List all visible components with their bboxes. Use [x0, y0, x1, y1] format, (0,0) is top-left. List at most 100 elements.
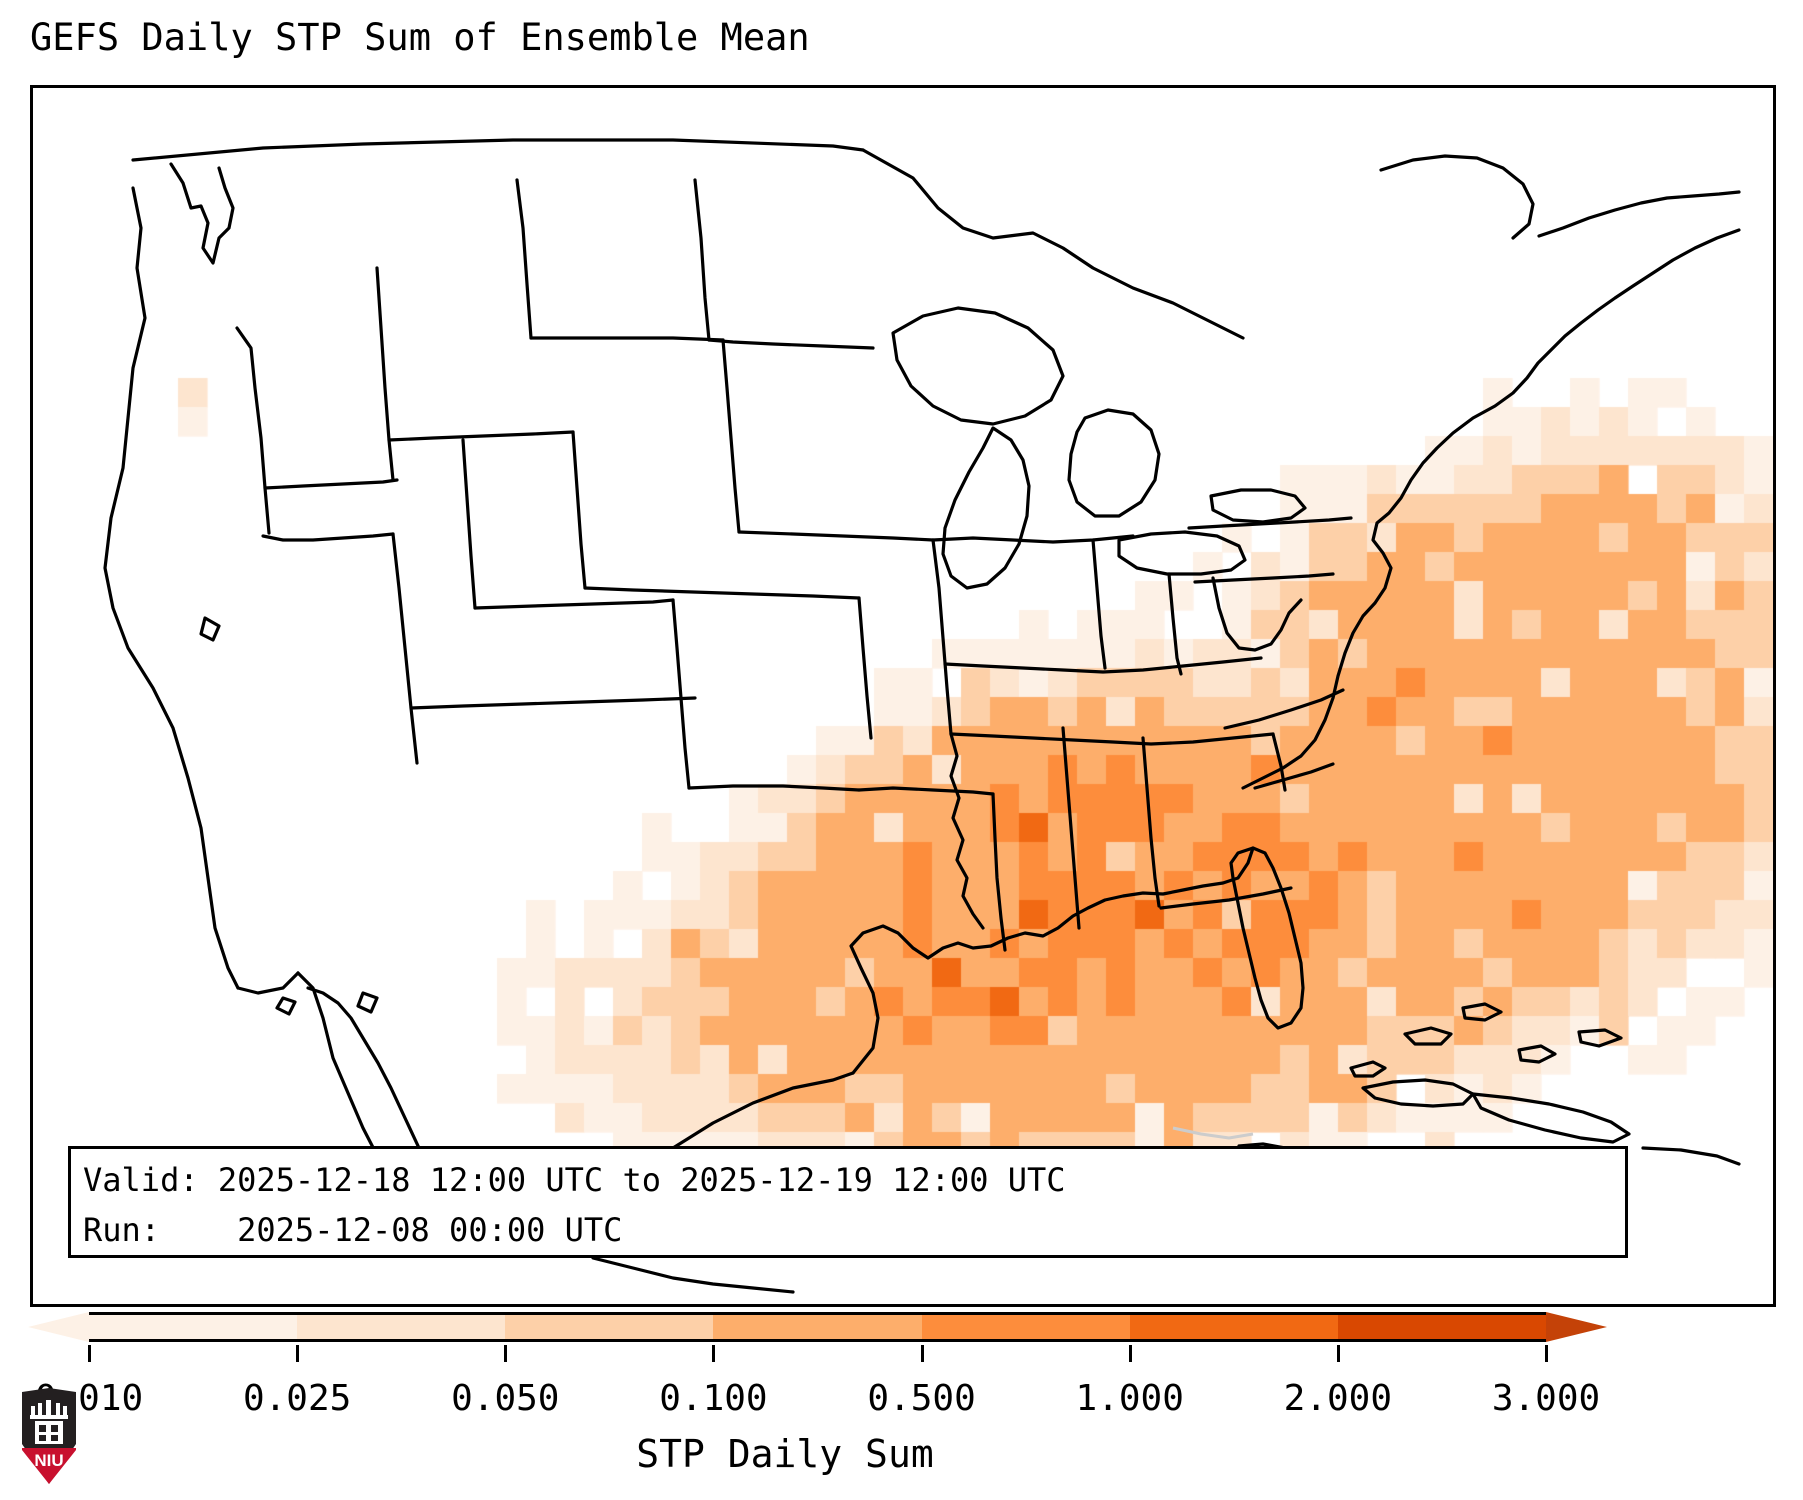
- in-oh-line: [1091, 538, 1107, 670]
- colorbar-segment-3: [713, 1315, 922, 1339]
- colorbar-tick-5: [1128, 1345, 1132, 1362]
- wa-or-border: [235, 326, 271, 535]
- colorbar-tick-label-7: 3.000: [1491, 1378, 1601, 1419]
- ne-ks-line: [737, 530, 935, 542]
- nv-ut-border: [391, 532, 419, 765]
- cuba-east: [1471, 1092, 1631, 1144]
- florida-peninsula: [1229, 846, 1305, 1030]
- colorbar-under-arrow: [28, 1312, 89, 1342]
- colorbar-tick-0: [88, 1345, 91, 1362]
- colorbar-over-arrow: [1546, 1312, 1607, 1342]
- lake-ontario: [1209, 488, 1307, 524]
- co-nm-line: [473, 598, 675, 610]
- cuba-west: [1361, 1078, 1475, 1108]
- pa-md-line: [1193, 572, 1335, 584]
- ga-fl-line: [1159, 886, 1293, 910]
- or-id-line: [263, 478, 399, 490]
- id-mt-wy-a: [375, 266, 395, 482]
- great-lakes-north: [861, 148, 1245, 340]
- pacific-coast: [103, 186, 240, 990]
- bahamas-c: [1461, 1002, 1503, 1022]
- sc-nc-line: [1253, 762, 1335, 790]
- nm-tx-line: [671, 598, 691, 790]
- page-title: GEFS Daily STP Sum of Ensemble Mean: [30, 16, 810, 59]
- ut-az-nm-line: [409, 696, 697, 710]
- ks-ok-line: [583, 586, 861, 600]
- niu-logo: NIU: [22, 1388, 76, 1484]
- or-ca-nv-north: [261, 532, 395, 542]
- valid-line: Valid: 2025-12-18 12:00 UTC to 2025-12-1…: [83, 1161, 1066, 1199]
- mt-nd-a: [515, 178, 533, 340]
- map-outlines: [103, 138, 1741, 1294]
- canada-maritime: [1537, 190, 1741, 238]
- ga-sc-line: [1271, 732, 1287, 792]
- channel-island-1: [199, 616, 221, 642]
- valid-run-infobox: Valid: 2025-12-18 12:00 UTC to 2025-12-1…: [68, 1146, 1628, 1258]
- wv-va-line: [1211, 576, 1303, 652]
- bahamas-a: [1349, 1060, 1387, 1078]
- wy-ut-co: [461, 438, 477, 610]
- colorbar-segment-2: [505, 1315, 714, 1339]
- lake-huron: [1067, 408, 1161, 518]
- sd-mn-ia: [721, 338, 741, 534]
- colorbar-tick-label-4: 0.500: [867, 1378, 976, 1419]
- colorbar-tick-label-2: 0.050: [451, 1378, 560, 1419]
- mexico-south: [591, 1256, 795, 1294]
- nc-va-line: [1223, 688, 1345, 730]
- colorbar-tick-label-6: 2.000: [1283, 1378, 1393, 1419]
- colorbar-segment-6: [1337, 1315, 1546, 1339]
- colorbar-segment-4: [921, 1315, 1130, 1339]
- nd-mn-border: [707, 338, 875, 350]
- colorbar-tick-label-3: 0.100: [659, 1378, 768, 1419]
- sd-line: [529, 336, 725, 342]
- bahamas-d: [1517, 1044, 1557, 1064]
- colorbar-band: [89, 1312, 1546, 1342]
- tx-ok-panhandle: [687, 784, 861, 792]
- colorbar-tick-label-1: 0.025: [242, 1378, 352, 1419]
- nd-mn-line: [693, 178, 711, 342]
- il-wi-line: [931, 534, 1135, 544]
- wy-line-north: [387, 430, 575, 442]
- pa-ny-line: [1187, 516, 1353, 530]
- colorbar: [0, 1308, 1803, 1368]
- colorbar-tick-7: [1545, 1345, 1548, 1362]
- lake-erie: [1117, 530, 1247, 576]
- hispaniola: [1641, 1146, 1741, 1166]
- ia-mo-il: [931, 538, 953, 736]
- logo-castle-windows: [39, 1425, 58, 1441]
- faint-coast-b: [1172, 1126, 1254, 1140]
- lake-michigan: [941, 426, 1031, 590]
- colorbar-tick-1: [296, 1345, 300, 1362]
- gulf-coast: [849, 846, 1255, 1075]
- vancouver-island: [169, 162, 235, 265]
- colorbar-tick-2: [504, 1345, 508, 1362]
- al-ga-line: [1141, 736, 1161, 908]
- colorbar-tick-3: [712, 1345, 716, 1362]
- bahamas-b: [1403, 1026, 1453, 1046]
- la-ms-line: [991, 792, 1007, 952]
- bahamas-e: [1577, 1028, 1623, 1048]
- stp-data-layer: [33, 88, 1773, 1304]
- logo-red-band: [22, 1448, 76, 1484]
- logo-text: NIU: [34, 1451, 63, 1470]
- colorbar-segment-1: [297, 1315, 506, 1339]
- ok-ar-south: [857, 786, 995, 796]
- oh-wv-line: [1167, 572, 1183, 676]
- atlantic-coast: [1241, 228, 1741, 790]
- lake-superior: [891, 306, 1065, 426]
- colorbar-tick-label-5: 1.000: [1075, 1378, 1184, 1419]
- map-panel: [30, 85, 1776, 1307]
- ky-tn-line: [943, 656, 1263, 674]
- quebec-boundary: [1379, 154, 1535, 240]
- channel-island-2: [275, 996, 297, 1016]
- border-canada-west: [131, 138, 865, 162]
- colorbar-tick-4: [920, 1345, 924, 1362]
- ms-al-line: [1061, 726, 1081, 930]
- ok-ar-ms: [857, 596, 873, 740]
- mississippi-river: [949, 732, 985, 930]
- colorbar-tick-6: [1336, 1345, 1340, 1362]
- socal-coast: [236, 971, 300, 995]
- gulf-island: [356, 991, 379, 1014]
- tn-ms-al-ga-line: [949, 732, 1275, 746]
